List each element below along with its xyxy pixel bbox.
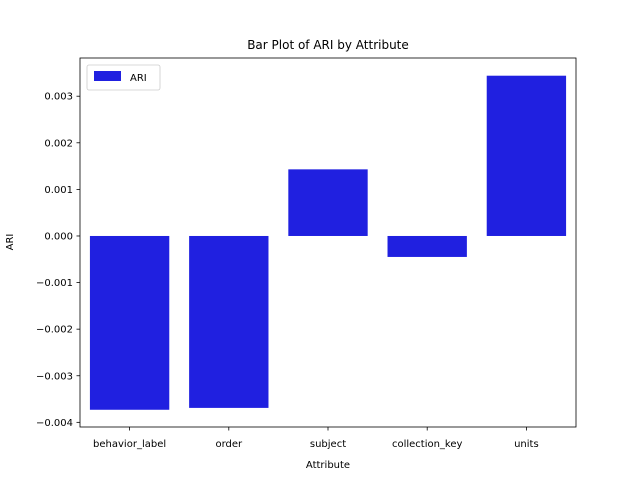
bar-order — [189, 235, 269, 408]
x-tick-label: order — [215, 439, 243, 450]
bar-collection_key — [387, 235, 467, 257]
plot-frame — [79, 57, 577, 428]
y-axis-ticks: −0.004 −0.003 −0.002 −0.001 0.000 0.001 0.002 0… — [36, 92, 80, 429]
y-tick-label: −0.002 — [36, 325, 73, 336]
x-axis-label: Attribute — [306, 460, 350, 471]
x-tick-label: units — [514, 439, 539, 450]
y-axis-label: ARI — [5, 234, 16, 251]
x-tick-label: behavior_label — [93, 439, 166, 450]
x-axis-ticks: behavior_label order subject collection_key… — [93, 427, 539, 450]
bars-group — [89, 75, 567, 410]
legend-label: ARI — [130, 73, 147, 84]
y-tick-label: −0.004 — [36, 418, 73, 429]
x-tick-label: collection_key — [392, 439, 463, 450]
chart-title: Bar Plot of ARI by Attribute — [247, 38, 409, 52]
y-tick-label: 0.003 — [44, 92, 73, 103]
bar-behavior_label — [89, 235, 170, 410]
y-tick-label: 0.001 — [44, 185, 73, 196]
y-tick-label: −0.001 — [36, 278, 73, 289]
y-tick-label: 0.002 — [44, 138, 73, 149]
bar-units — [486, 75, 567, 236]
legend: ARI — [86, 64, 161, 91]
y-tick-label: −0.003 — [36, 371, 73, 382]
y-tick-label: 0.000 — [44, 231, 73, 242]
bar-subject — [288, 169, 368, 236]
legend-swatch — [94, 71, 121, 81]
x-tick-label: subject — [310, 439, 346, 450]
